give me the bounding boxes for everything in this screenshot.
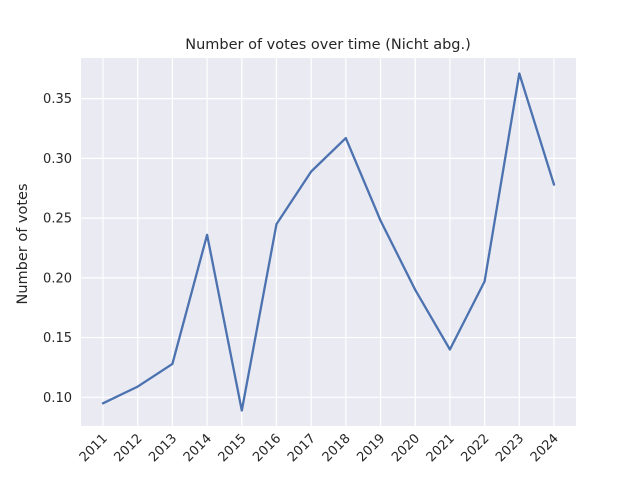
x-tick-label: 2011 [77,431,111,465]
y-tick-label: 0.10 [43,391,72,406]
x-tick-label: 2014 [181,431,215,465]
x-tick-label: 2018 [320,431,354,465]
chart-title: Number of votes over time (Nicht abg.) [185,37,471,53]
x-tick-label: 2022 [458,431,492,465]
y-axis-ticks: 0.10 0.15 0.20 0.25 0.30 0.35 [43,92,72,406]
x-tick-label: 2019 [354,431,388,465]
x-tick-label: 2021 [424,431,458,465]
x-tick-label: 2020 [389,431,423,465]
x-tick-label: 2023 [493,431,527,465]
series-line [101,72,556,412]
x-tick-label: 2016 [250,431,284,465]
x-axis-ticks: 2011 2012 2013 2014 2015 2016 2017 2018 2019 2020… [77,431,562,465]
plot-area [81,58,576,426]
y-tick-label: 0.25 [43,212,72,227]
grid [81,58,576,426]
y-axis-label: Number of votes [15,183,31,304]
y-tick-label: 0.30 [43,152,72,167]
y-tick-label: 0.15 [43,331,72,346]
x-tick-label: 2017 [285,431,319,465]
x-tick-label: 2024 [528,431,562,465]
y-tick-label: 0.20 [43,271,72,286]
y-tick-label: 0.35 [43,92,72,107]
x-tick-label: 2013 [146,431,180,465]
x-tick-label: 2012 [112,431,146,465]
x-tick-label: 2015 [216,431,250,465]
